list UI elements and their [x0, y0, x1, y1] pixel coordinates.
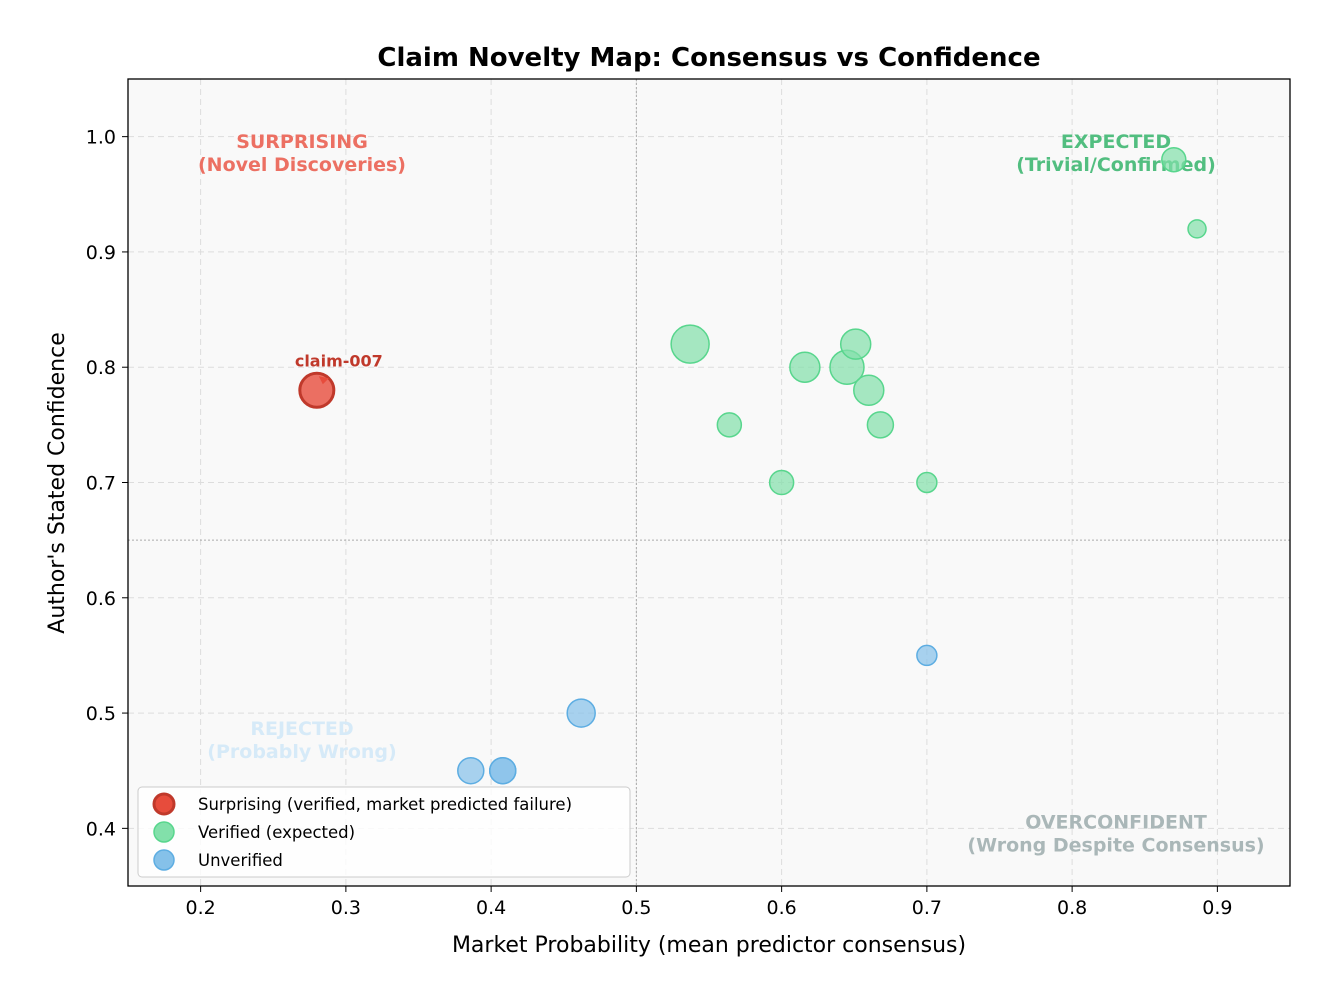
- data-point: [916, 644, 938, 667]
- data-point: [457, 756, 485, 785]
- data-point: [716, 412, 743, 438]
- chart-title: Claim Novelty Map: Consensus vs Confiden…: [377, 43, 1040, 73]
- annotation-label: claim-007: [295, 351, 383, 370]
- data-point: [866, 411, 895, 439]
- quadrant-label-title: REJECTED: [250, 718, 353, 740]
- y-tick-label: 0.9: [86, 242, 116, 264]
- legend-label: Unverified: [198, 851, 283, 870]
- quadrant-label-title: EXPECTED: [1061, 131, 1171, 153]
- quadrant-label-subtitle: (Novel Discoveries): [198, 154, 406, 176]
- legend-label: Verified (expected): [198, 823, 355, 842]
- grid: [128, 79, 1290, 886]
- y-tick-label: 0.5: [86, 703, 116, 725]
- data-point: [768, 469, 795, 496]
- data-point: [566, 698, 596, 728]
- quadrant-labels: SURPRISING(Novel Discoveries)EXPECTED(Tr…: [198, 131, 1265, 856]
- y-tick-label: 0.7: [86, 473, 116, 495]
- x-tick-label: 0.7: [912, 897, 942, 919]
- legend-box: [137, 786, 631, 878]
- data-points: [298, 146, 1207, 785]
- axis-ticks: 0.2 0.3 0.4 0.5 0.6 0.7 0.8 0.9 0.4 0.5 0.6 0.7 0.8 0…: [86, 127, 1233, 919]
- x-tick-label: 0.5: [621, 897, 651, 919]
- y-axis-label: Author's Stated Confidence: [45, 332, 70, 633]
- x-tick-label: 0.8: [1057, 897, 1087, 919]
- data-point: [1187, 219, 1207, 239]
- legend-marker: [153, 821, 175, 843]
- legend-marker: [152, 792, 176, 816]
- legend: Surprising (verified, market predicted f…: [137, 786, 631, 878]
- quadrant-label-subtitle: (Wrong Despite Consensus): [967, 834, 1264, 856]
- threshold-lines: [128, 79, 1290, 886]
- annotations: claim-007: [295, 351, 383, 385]
- y-tick-label: 1.0: [86, 127, 116, 149]
- y-tick-label: 0.4: [86, 818, 116, 840]
- x-tick-label: 0.4: [476, 897, 506, 919]
- x-tick-label: 0.2: [186, 897, 216, 919]
- quadrant-label-subtitle: (Probably Wrong): [207, 741, 396, 763]
- x-tick-label: 0.9: [1202, 897, 1232, 919]
- data-point: [789, 351, 821, 383]
- data-point: [916, 471, 938, 494]
- data-point: [670, 324, 710, 364]
- data-point: [488, 756, 517, 785]
- y-tick-label: 0.8: [86, 357, 116, 379]
- legend-label: Surprising (verified, market predicted f…: [198, 795, 572, 814]
- x-tick-label: 0.3: [331, 897, 361, 919]
- y-tick-label: 0.6: [86, 588, 116, 610]
- x-tick-label: 0.6: [767, 897, 797, 919]
- data-point: [1161, 146, 1187, 173]
- annotation-arrow-icon: [318, 376, 329, 385]
- data-point: [839, 328, 872, 360]
- legend-marker: [153, 849, 175, 871]
- x-axis-label: Market Probability (mean predictor conse…: [452, 933, 966, 958]
- data-point: [853, 374, 885, 407]
- quadrant-label-title: SURPRISING: [236, 131, 368, 153]
- quadrant-label-title: OVERCONFIDENT: [1025, 811, 1207, 833]
